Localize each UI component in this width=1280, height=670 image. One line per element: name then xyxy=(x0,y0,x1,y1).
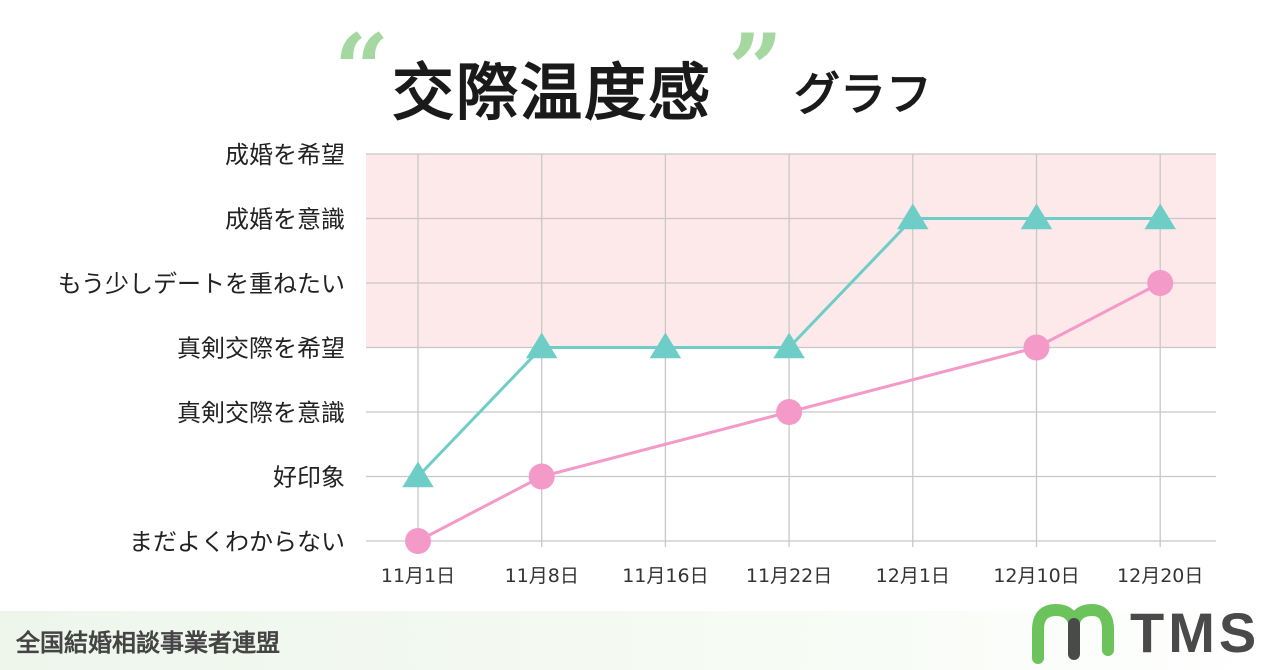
x-tick-label: 12月10日 xyxy=(993,565,1079,587)
triangle-point xyxy=(1144,203,1176,230)
y-tick-label: 成婚を意識 xyxy=(225,206,345,234)
x-tick-label: 11月22日 xyxy=(746,565,832,587)
y-tick-label: もう少しデートを重ねたい xyxy=(58,270,345,298)
y-tick-label: 好印象 xyxy=(273,464,345,492)
circle-point xyxy=(776,399,803,425)
circle-point xyxy=(405,528,431,554)
circle-point xyxy=(1023,334,1050,361)
page-subtitle: グラフ xyxy=(794,67,932,121)
tms-logo: TMS xyxy=(1030,600,1270,666)
x-tick-label: 12月20日 xyxy=(1117,565,1203,587)
triangle-point xyxy=(402,461,434,488)
x-tick-label: 11月8日 xyxy=(505,565,579,587)
circle-point xyxy=(528,463,555,490)
y-tick-label: まだよくわからない xyxy=(129,528,345,556)
y-tick-label: 成婚を希望 xyxy=(225,141,345,169)
chart-title: “ 交際温度感 ” グラフ xyxy=(0,22,1280,130)
x-tick-label: 11月16日 xyxy=(622,565,708,587)
triangle-point xyxy=(897,203,929,230)
triangle-point xyxy=(1020,203,1053,230)
triangle-point xyxy=(649,332,682,359)
highlight-band xyxy=(366,154,1216,348)
x-tick-label: 11月1日 xyxy=(381,565,455,587)
triangle-point xyxy=(773,332,805,359)
y-tick-label: 真剣交際を意識 xyxy=(177,399,345,427)
triangle-point xyxy=(525,332,558,359)
footer-bar: 全国結婚相談事業者連盟 xyxy=(0,611,1280,670)
logo-text: TMS xyxy=(1130,601,1261,664)
organization-name: 全国結婚相談事業者連盟 xyxy=(16,629,280,657)
x-tick-label: 12月1日 xyxy=(876,565,950,587)
y-tick-label: 真剣交際を希望 xyxy=(177,335,345,363)
open-quote-mark: “ xyxy=(334,13,390,126)
page-title: 交際温度感 xyxy=(392,56,713,129)
circle-point xyxy=(1147,270,1174,296)
logo-mark-icon xyxy=(1032,603,1114,664)
close-quote-mark: ” xyxy=(728,13,784,126)
